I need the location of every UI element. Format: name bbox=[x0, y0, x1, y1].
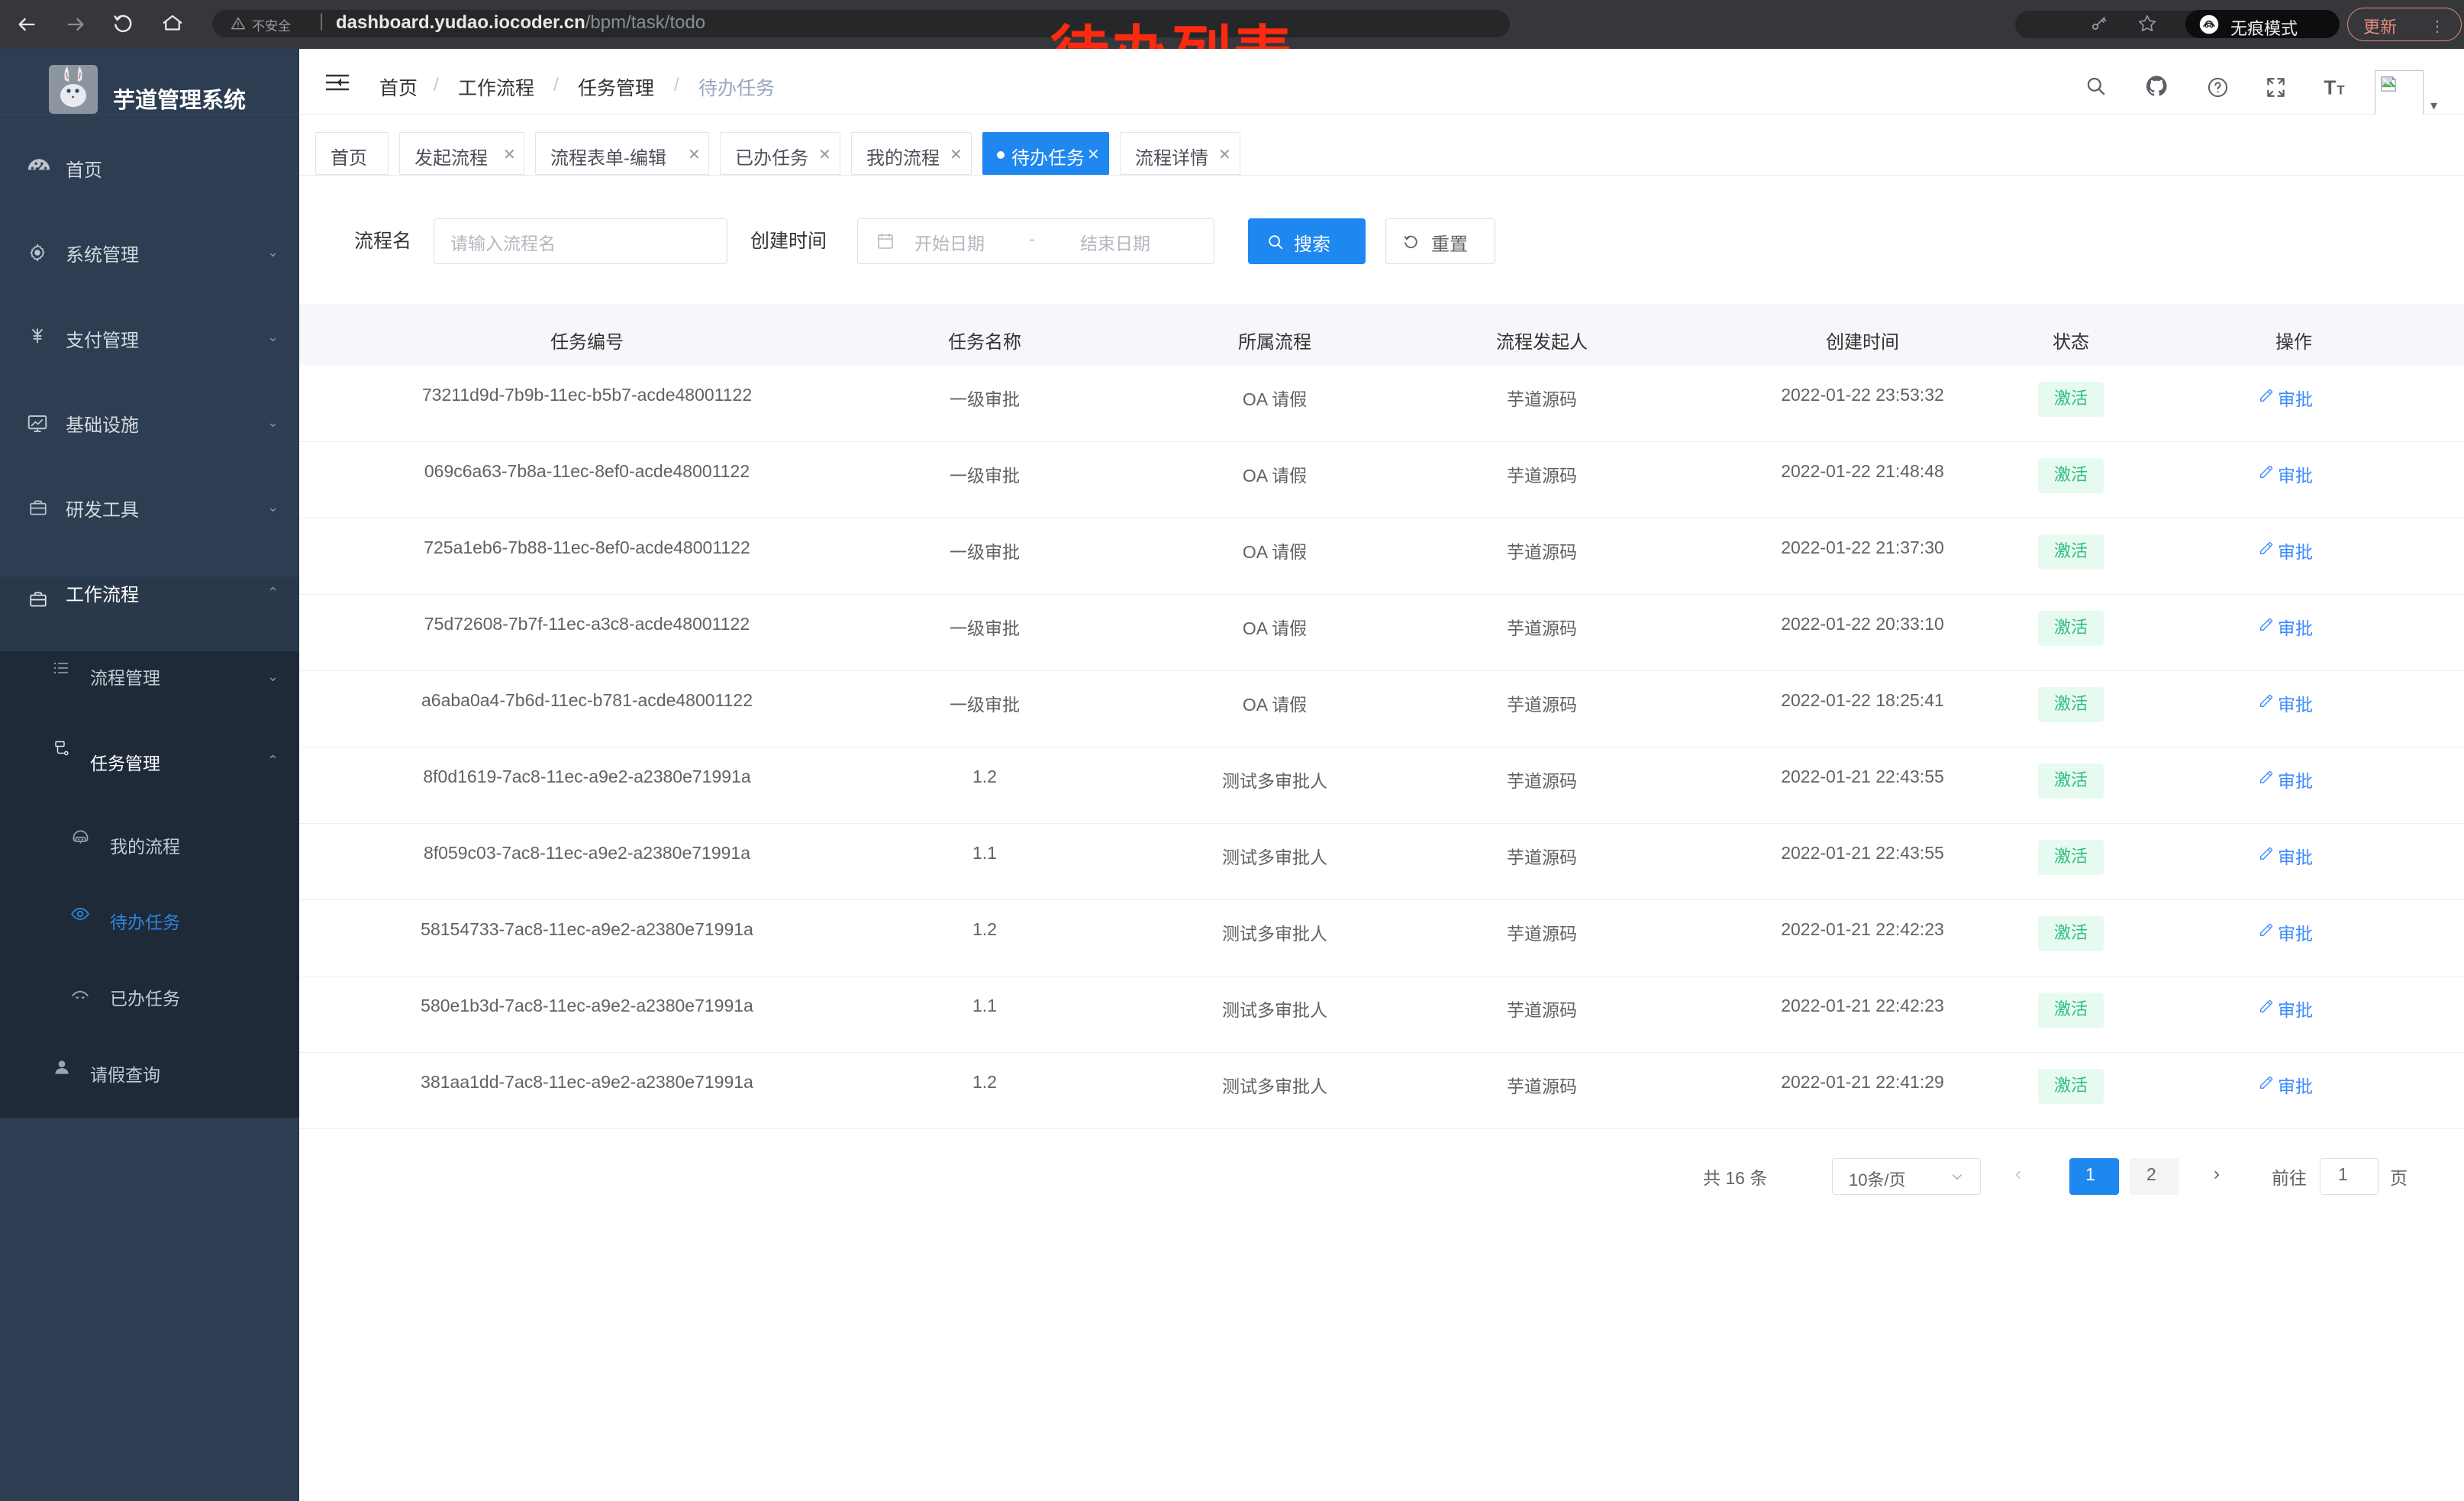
svg-text:T: T bbox=[2324, 78, 2336, 98]
svg-text:T: T bbox=[2337, 83, 2345, 98]
